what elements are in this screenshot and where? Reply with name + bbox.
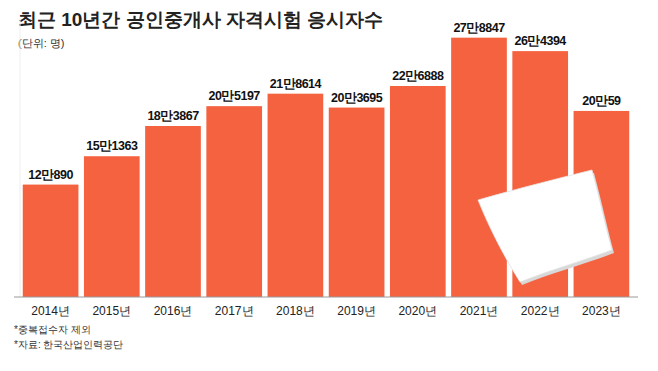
x-tick-label: 2022년 (521, 304, 560, 318)
paper (478, 170, 612, 282)
data-label: 15만1363 (86, 139, 138, 153)
data-label: 22만6888 (392, 69, 444, 83)
bar (206, 106, 262, 297)
bar (23, 185, 79, 297)
bar (84, 156, 140, 297)
x-tick-label: 2019년 (337, 304, 376, 318)
x-tick-label: 2021년 (460, 304, 499, 318)
bar (268, 94, 324, 297)
x-tick-label: 2015년 (92, 304, 131, 318)
bar (145, 126, 201, 297)
data-label: 18만3867 (147, 109, 199, 123)
x-tick-label: 2014년 (31, 304, 70, 318)
bar (451, 38, 507, 297)
data-label: 27만8847 (453, 21, 505, 35)
bar (390, 86, 446, 297)
title: 최근 10년간 공인중개사 자격시험 응시자수 (18, 9, 383, 30)
data-label: 26만4394 (515, 34, 567, 48)
paper-icon (478, 170, 614, 285)
annotation: *자료: 한국산업인력공단 (14, 339, 123, 350)
bars (23, 38, 629, 297)
x-tick-label: 2018년 (276, 304, 315, 318)
data-label: 20만5197 (209, 89, 261, 103)
x-axis-line (14, 297, 638, 298)
chart: 최근 10년간 공인중개사 자격시험 응시자수 (단위: 명) 12만890 2014… (0, 0, 658, 371)
annotation: *중복접수자 제외 (14, 324, 91, 335)
y-axis-line (20, 18, 21, 297)
x-tick-label: 2016년 (154, 304, 193, 318)
x-tick-label: 2023년 (582, 304, 621, 318)
data-label: 20만3695 (331, 91, 383, 105)
bar (329, 108, 385, 297)
subtitle: (단위: 명) (18, 37, 64, 49)
x-tick-label: 2020년 (398, 304, 437, 318)
data-label: 21만8614 (270, 77, 322, 91)
data-label: 12만890 (28, 168, 73, 182)
labels: 12만890 2014년 15만1363 2015년 18만3867 2016년 20만51… (28, 21, 621, 318)
x-tick-label: 2017년 (215, 304, 254, 318)
data-label: 20만59 (582, 94, 621, 108)
